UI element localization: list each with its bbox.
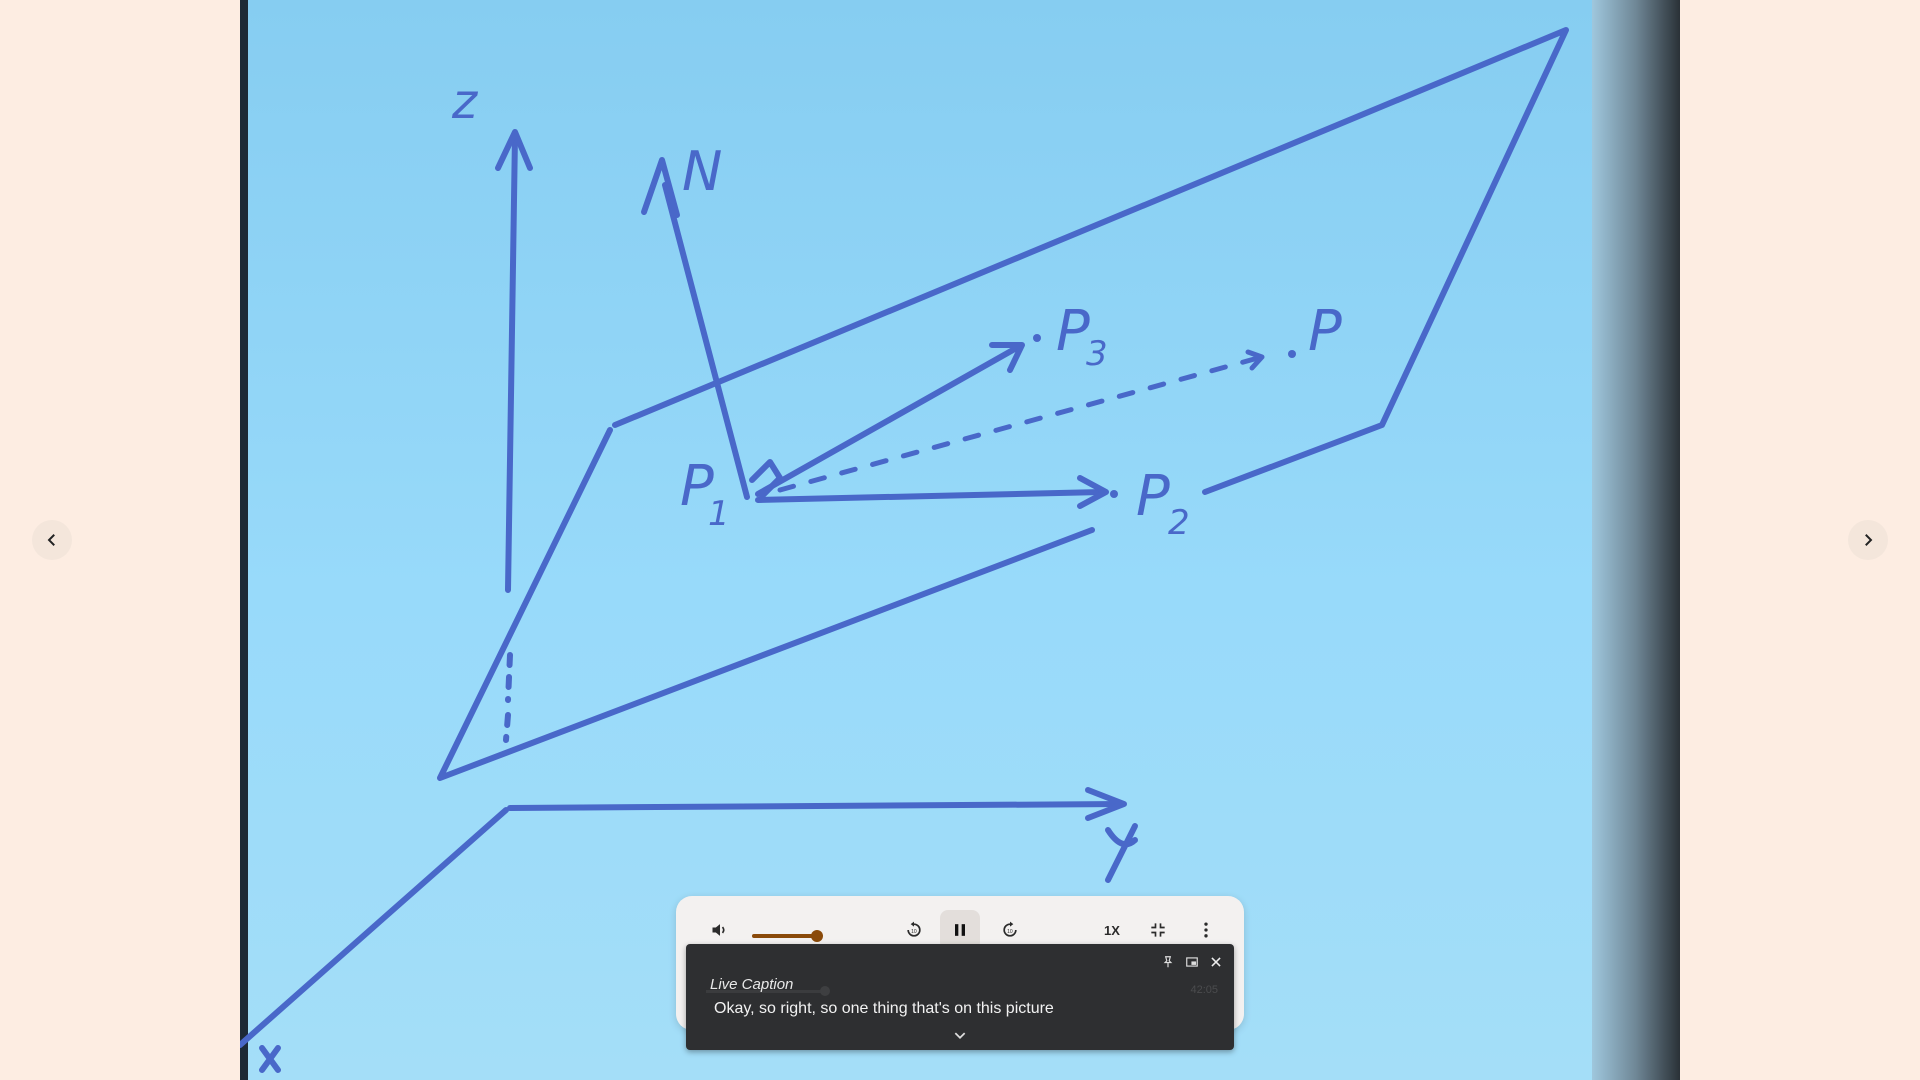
seek-bar-ghost bbox=[706, 990, 826, 993]
z-axis-line bbox=[505, 132, 518, 593]
live-caption-panel: 42:05 Live Caption Okay, so right, so on… bbox=[686, 944, 1234, 1050]
video-timestamp: 42:05 bbox=[1190, 984, 1218, 996]
picture-in-picture-icon bbox=[1186, 957, 1198, 967]
previous-button[interactable] bbox=[32, 520, 72, 560]
volume-button[interactable] bbox=[708, 910, 732, 950]
close-icon bbox=[1211, 957, 1221, 967]
p1-subscript: 1 bbox=[708, 494, 730, 534]
z-axis-label: z bbox=[451, 74, 479, 130]
p-label: P bbox=[1308, 299, 1342, 364]
seek-thumb-ghost bbox=[820, 986, 830, 996]
normal-vector bbox=[662, 182, 750, 500]
replay-10-icon: 10 bbox=[907, 921, 921, 937]
p1-label: P bbox=[680, 454, 714, 519]
chevron-down-icon bbox=[954, 1032, 966, 1039]
pause-button[interactable] bbox=[940, 910, 980, 950]
p3-subscript: 3 bbox=[1086, 334, 1108, 374]
close-caption-button[interactable] bbox=[1206, 952, 1226, 972]
whiteboard-drawing: z N P 1 P 2 P 3 P y x bbox=[240, 0, 1680, 1080]
vector-p1-p3 bbox=[755, 343, 1023, 497]
playback-speed-button[interactable]: 1X bbox=[1104, 922, 1120, 938]
volume-icon bbox=[712, 924, 725, 936]
svg-text:10: 10 bbox=[911, 929, 917, 935]
exit-fullscreen-button[interactable] bbox=[1142, 910, 1174, 950]
y-axis-line bbox=[507, 801, 1125, 811]
more-options-button[interactable] bbox=[1190, 910, 1222, 950]
volume-slider-thumb[interactable] bbox=[810, 930, 823, 942]
p2-label: P bbox=[1136, 464, 1170, 529]
volume-slider-track[interactable] bbox=[752, 934, 817, 938]
pause-icon bbox=[955, 924, 965, 936]
fullscreen-exit-icon bbox=[1151, 923, 1165, 937]
expand-caption-button[interactable] bbox=[950, 1028, 970, 1044]
picture-in-picture-button[interactable] bbox=[1182, 952, 1202, 972]
next-button[interactable] bbox=[1848, 520, 1888, 560]
caption-title: Live Caption bbox=[710, 976, 794, 993]
pin-icon bbox=[1163, 956, 1173, 968]
forward-10-icon: 10 bbox=[1003, 921, 1017, 937]
vector-p1-p2 bbox=[755, 489, 1105, 503]
plane-outline bbox=[612, 27, 1569, 495]
forward-10-button[interactable]: 10 bbox=[994, 910, 1026, 950]
normal-vector-label: N bbox=[682, 140, 722, 203]
x-axis-line bbox=[240, 807, 509, 1048]
pin-caption-button[interactable] bbox=[1158, 952, 1178, 972]
p2-subscript: 2 bbox=[1168, 503, 1190, 543]
vector-p1-p bbox=[777, 355, 1261, 493]
svg-text:10: 10 bbox=[1007, 929, 1013, 935]
rewind-10-button[interactable]: 10 bbox=[898, 910, 930, 950]
more-vert-icon bbox=[1204, 922, 1208, 938]
chevron-left-icon bbox=[47, 534, 55, 546]
chevron-right-icon bbox=[1865, 534, 1873, 546]
p3-label: P bbox=[1056, 299, 1090, 364]
caption-text: Okay, so right, so one thing that's on t… bbox=[714, 1000, 1054, 1017]
